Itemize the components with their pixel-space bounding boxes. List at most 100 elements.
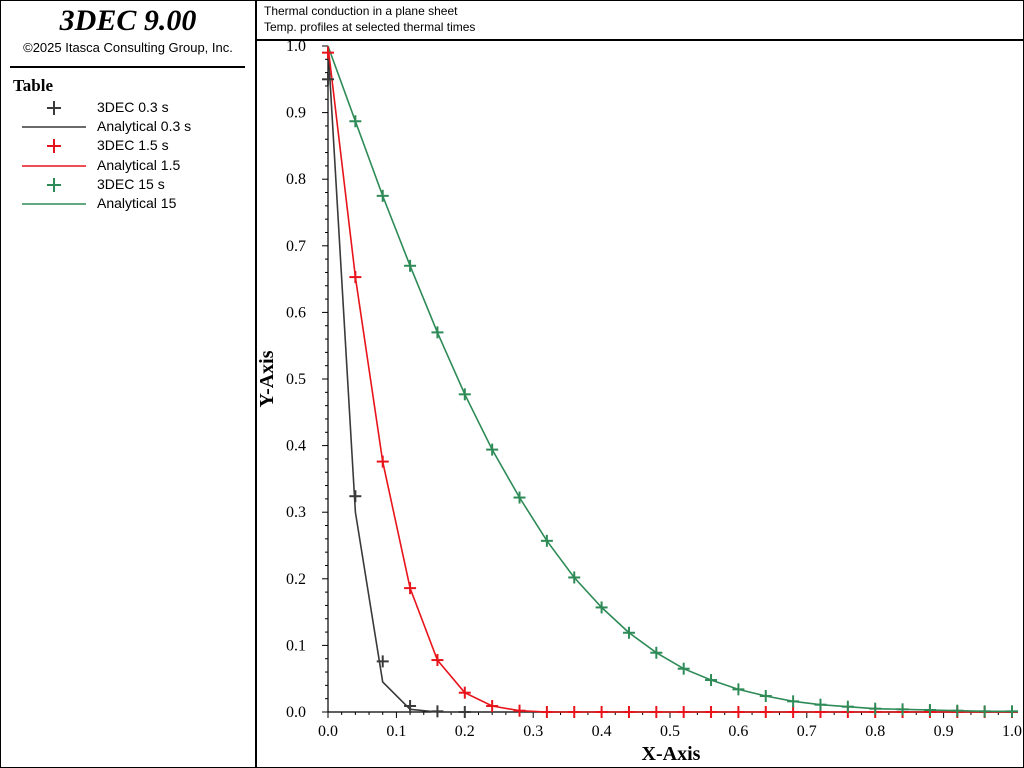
data-point-marker bbox=[869, 702, 882, 715]
legend-item: 3DEC 0.3 s bbox=[20, 98, 250, 117]
copyright-text: ©2025 Itasca Consulting Group, Inc. bbox=[23, 40, 233, 55]
panel-divider bbox=[255, 0, 257, 768]
data-point-marker bbox=[431, 705, 444, 718]
plot-header-line-1: Thermal conduction in a plane sheet bbox=[264, 4, 458, 18]
data-point-marker bbox=[349, 490, 362, 503]
data-point-marker bbox=[787, 706, 800, 718]
title-rule bbox=[10, 66, 245, 68]
data-point-marker bbox=[705, 674, 718, 687]
legend-item: Analytical 0.3 s bbox=[20, 117, 250, 136]
data-point-marker bbox=[513, 491, 526, 504]
x-tick-label: 0.7 bbox=[797, 723, 817, 740]
y-tick-label: 0.3 bbox=[286, 504, 306, 521]
legend-label: Analytical 1.5 bbox=[97, 156, 181, 173]
x-tick-label: 0.8 bbox=[865, 723, 885, 740]
data-point-marker bbox=[458, 706, 471, 718]
y-tick-label: 0.8 bbox=[286, 171, 306, 188]
data-point-marker bbox=[349, 115, 362, 128]
data-point-marker bbox=[759, 690, 772, 703]
legend-line-icon bbox=[22, 126, 86, 128]
data-point-marker bbox=[951, 704, 964, 717]
legend-label: Analytical 15 bbox=[97, 194, 177, 211]
y-axis-label: Y-Axis bbox=[256, 350, 278, 407]
y-tick-label: 0.5 bbox=[286, 371, 306, 388]
data-point-marker bbox=[404, 582, 417, 595]
y-tick-label: 0.1 bbox=[286, 637, 306, 654]
y-tick-label: 0.4 bbox=[286, 438, 306, 455]
y-tick-label: 0.2 bbox=[286, 571, 306, 588]
data-point-marker bbox=[650, 646, 663, 659]
data-point-marker bbox=[622, 626, 635, 639]
legend-marker-icon bbox=[47, 139, 61, 154]
x-axis-label: X-Axis bbox=[642, 743, 701, 765]
legend-item: Analytical 15 bbox=[20, 194, 250, 213]
data-point-marker bbox=[431, 326, 444, 339]
x-tick-label: 0.0 bbox=[318, 723, 338, 740]
series-markers-3dec-15-s bbox=[349, 115, 1018, 718]
data-point-marker bbox=[705, 706, 718, 718]
data-point-marker bbox=[787, 695, 800, 708]
legend-title: Table bbox=[13, 76, 54, 95]
x-tick-label: 0.9 bbox=[934, 723, 954, 740]
data-point-marker bbox=[896, 703, 909, 716]
series-line-analytical-15 bbox=[327, 45, 1012, 713]
data-point-marker bbox=[404, 700, 417, 713]
data-point-marker bbox=[458, 388, 471, 401]
legend-label: 3DEC 1.5 s bbox=[97, 137, 169, 154]
data-point-marker bbox=[650, 706, 663, 718]
x-tick-label: 0.4 bbox=[592, 723, 612, 740]
series-line-analytical-0-3-s bbox=[327, 45, 1012, 713]
data-point-marker bbox=[322, 46, 334, 59]
series-line-analytical-1-5 bbox=[327, 45, 1012, 713]
data-point-marker bbox=[349, 271, 362, 284]
data-point-marker bbox=[376, 655, 389, 668]
data-point-marker bbox=[540, 534, 553, 547]
legend-item: 3DEC 1.5 s bbox=[20, 136, 250, 155]
data-point-marker bbox=[322, 73, 334, 86]
series-markers-3dec-1-5-s bbox=[322, 46, 1018, 718]
data-point-marker bbox=[513, 704, 526, 717]
data-point-marker bbox=[376, 189, 389, 202]
data-point-marker bbox=[622, 706, 635, 718]
data-point-marker bbox=[540, 706, 553, 718]
y-tick-label: 0.7 bbox=[286, 238, 306, 255]
data-point-marker bbox=[431, 654, 444, 667]
data-point-marker bbox=[978, 705, 991, 718]
x-tick-label: 0.3 bbox=[523, 723, 543, 740]
y-tick-label: 0.9 bbox=[286, 105, 306, 122]
data-point-marker bbox=[814, 698, 827, 711]
legend-line-icon bbox=[22, 203, 86, 205]
data-point-marker bbox=[486, 700, 499, 713]
legend-item: Analytical 1.5 bbox=[20, 156, 250, 175]
x-tick-label: 0.6 bbox=[728, 723, 748, 740]
y-tick-label: 0.6 bbox=[286, 304, 306, 321]
data-point-marker bbox=[677, 662, 690, 675]
header-divider bbox=[257, 39, 1024, 41]
x-tick-label: 0.5 bbox=[660, 723, 680, 740]
data-point-marker bbox=[595, 706, 608, 718]
data-point-marker bbox=[1006, 705, 1018, 718]
series-markers-3dec-0-3-s bbox=[322, 73, 471, 718]
data-point-marker bbox=[486, 443, 499, 456]
data-point-marker bbox=[376, 455, 389, 468]
x-tick-label: 0.1 bbox=[386, 723, 406, 740]
data-point-marker bbox=[677, 706, 690, 718]
data-point-marker bbox=[759, 706, 772, 718]
data-point-marker bbox=[458, 686, 471, 699]
legend-label: 3DEC 0.3 s bbox=[97, 99, 169, 115]
x-tick-label: 1.0 bbox=[1002, 723, 1022, 740]
legend-label: 3DEC 15 s bbox=[97, 175, 165, 192]
data-point-marker bbox=[568, 706, 581, 718]
legend-label: Analytical 0.3 s bbox=[97, 118, 192, 135]
legend-marker-icon bbox=[47, 101, 61, 115]
plot-header-line-2: Temp. profiles at selected thermal times bbox=[264, 20, 476, 34]
data-point-marker bbox=[841, 700, 854, 713]
y-tick-label: 1.0 bbox=[286, 38, 306, 55]
data-point-marker bbox=[923, 704, 936, 717]
data-point-marker bbox=[404, 259, 417, 272]
legend: 3DEC 0.3 s Analytical 0.3 s 3DEC 1.5 s A… bbox=[20, 98, 250, 213]
y-tick-label: 0.0 bbox=[286, 704, 306, 721]
legend-marker-icon bbox=[47, 177, 61, 192]
data-point-marker bbox=[568, 571, 581, 584]
